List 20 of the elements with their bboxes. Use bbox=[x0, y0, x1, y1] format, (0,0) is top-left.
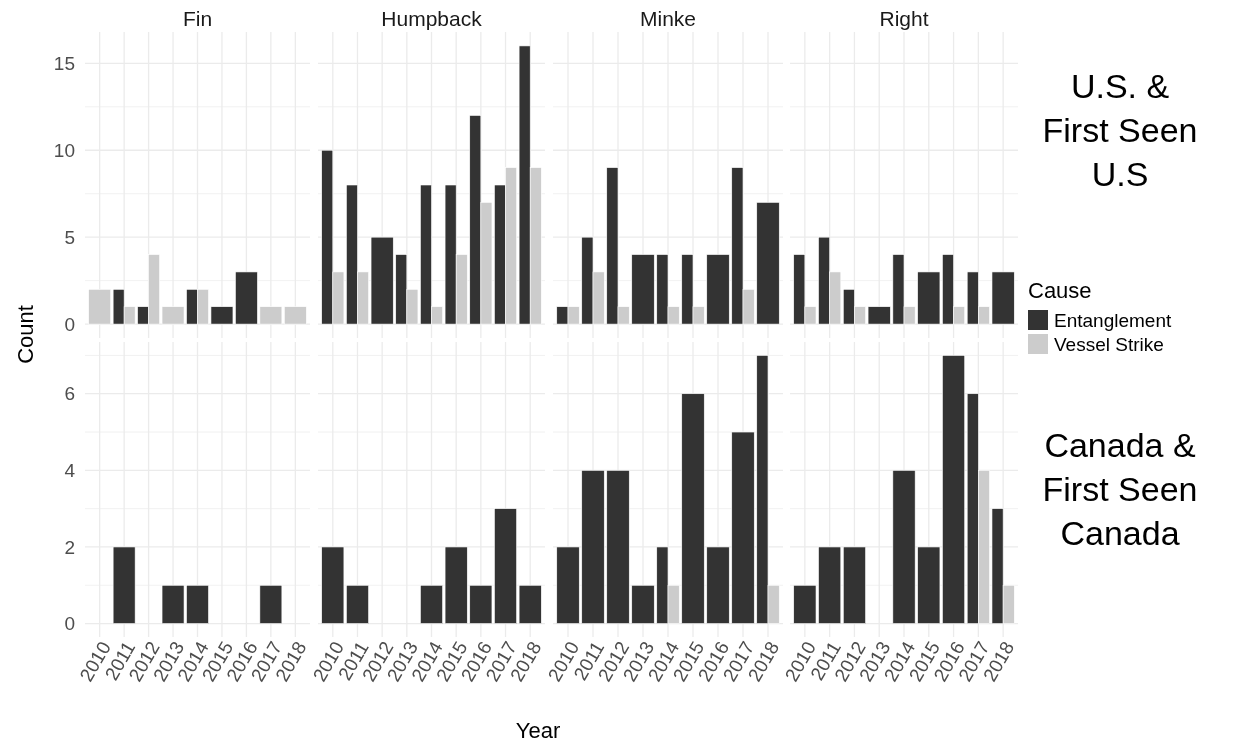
y-tick-label: 5 bbox=[64, 226, 75, 248]
text: U.S. & First Seen U.S bbox=[1042, 66, 1198, 193]
chart-title: Humpback bbox=[381, 7, 483, 30]
y-tick-label: 6 bbox=[64, 383, 75, 405]
y-tick-label: 0 bbox=[64, 313, 75, 335]
legend-label: Vessel Strike bbox=[1054, 333, 1164, 355]
legend-label: Entanglement bbox=[1054, 309, 1172, 331]
chart-title: Right bbox=[879, 7, 929, 30]
y-tick-label: 4 bbox=[64, 459, 76, 481]
text: Canada & First Seen Canada bbox=[1042, 426, 1198, 553]
y-axis-title: Count bbox=[13, 305, 38, 364]
legend-title: Cause bbox=[1028, 278, 1092, 303]
y-tick-label: 10 bbox=[53, 139, 75, 161]
chart-title: Minke bbox=[639, 7, 697, 30]
chart-title: Fin bbox=[182, 7, 213, 30]
bar bbox=[842, 546, 866, 624]
y-tick-label: 2 bbox=[64, 536, 75, 558]
y-tick-label: 15 bbox=[53, 52, 75, 74]
x-axis-title: Year bbox=[515, 718, 561, 743]
y-tick-label: 0 bbox=[64, 613, 75, 635]
